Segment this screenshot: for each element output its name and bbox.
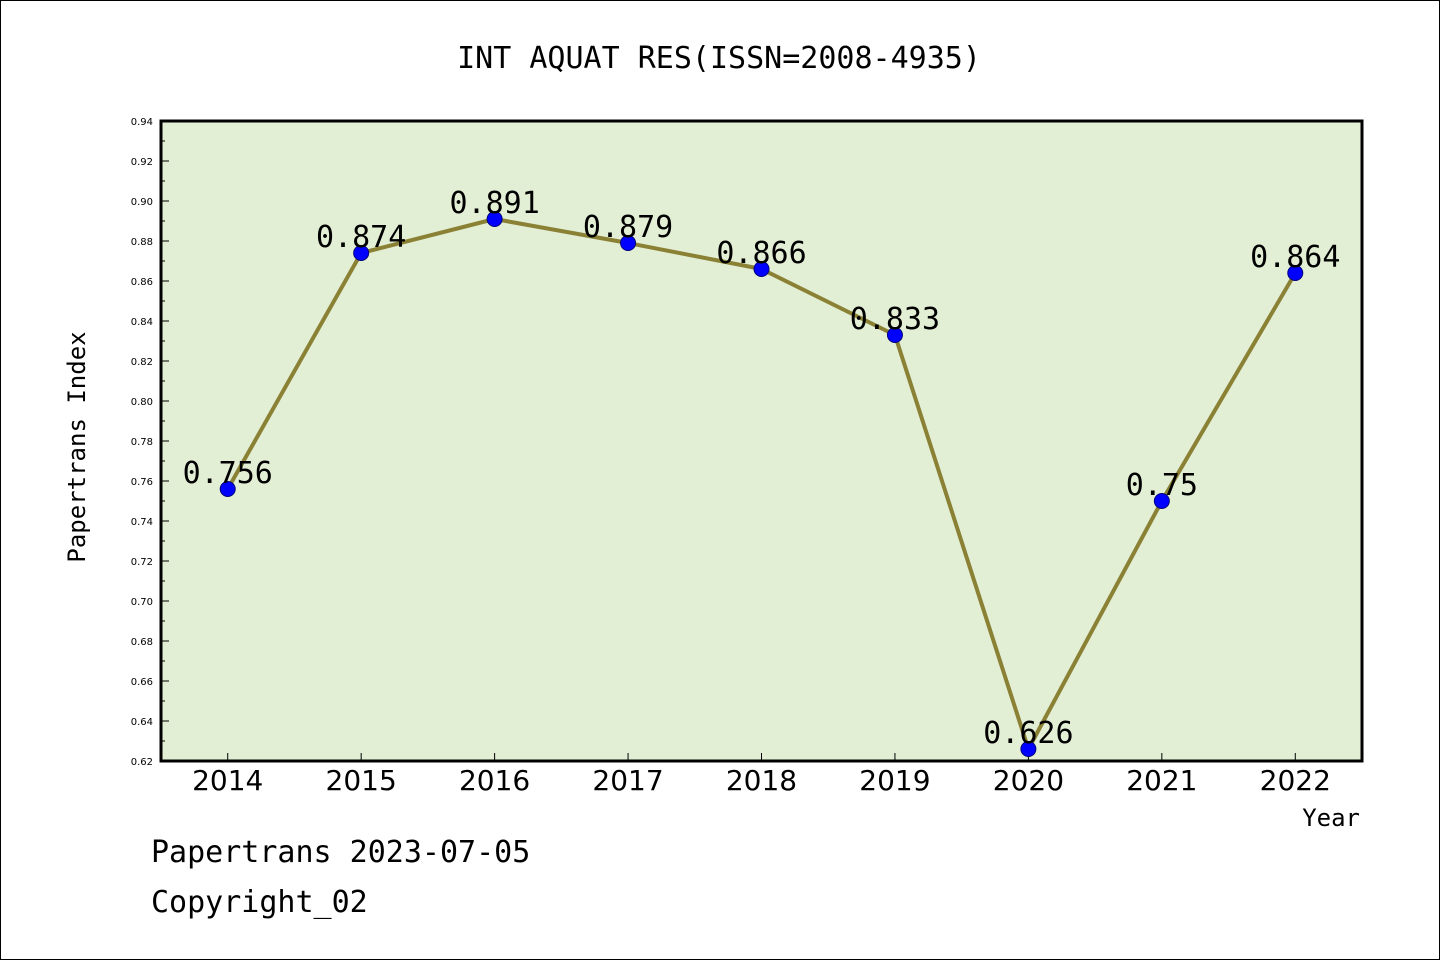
footer-copyright: Copyright_02: [151, 885, 368, 920]
data-label: 0.866: [716, 236, 806, 271]
data-label: 0.75: [1126, 468, 1198, 503]
y-tick-label: 0.90: [131, 197, 153, 208]
data-label: 0.833: [850, 302, 940, 337]
y-axis: 0.62 0.64 0.66 0.68 0.70 0.72 0.74 0.76 0.78 0.80…: [131, 117, 169, 768]
y-tick-label: 0.64: [131, 717, 153, 728]
x-tick-label: 2018: [726, 764, 797, 797]
data-label: 0.756: [183, 456, 273, 491]
data-label: 0.864: [1250, 240, 1340, 275]
x-tick-label: 2014: [192, 764, 263, 797]
data-point: [1020, 741, 1037, 757]
data-point: [886, 327, 903, 343]
data-label: 0.891: [449, 186, 539, 221]
x-tick-label: 2017: [592, 764, 663, 797]
y-tick-label: 0.76: [131, 477, 153, 488]
y-tick-label: 0.94: [131, 117, 153, 128]
y-axis-label: Papertrans Index: [63, 331, 91, 562]
series: 0.756 0.874 0.891 0.879 0.866 0.833 0.626 0.75 0…: [183, 186, 1340, 757]
data-point: [620, 235, 637, 251]
data-point: [1287, 265, 1304, 281]
y-tick-label: 0.92: [131, 157, 153, 168]
x-tick-label: 2015: [326, 764, 397, 797]
x-tick-label: 2020: [993, 764, 1064, 797]
x-axis-label: Year: [1302, 804, 1360, 832]
x-tick-label: 2019: [859, 764, 930, 797]
y-tick-label: 0.84: [131, 317, 153, 328]
data-label: 0.879: [583, 210, 673, 245]
y-tick-label: 0.74: [131, 517, 153, 528]
y-tick-label: 0.82: [131, 357, 153, 368]
data-point: [353, 245, 370, 261]
plot-area: [159, 119, 1364, 763]
chart-title: INT AQUAT RES(ISSN=2008-4935): [457, 41, 981, 76]
y-tick-label: 0.70: [131, 597, 153, 608]
x-axis: 2014 2015 2016 2017 2018 2019 2020 2021 2022: [192, 753, 1331, 797]
y-tick-label: 0.72: [131, 557, 153, 568]
y-tick-label: 0.66: [131, 677, 153, 688]
data-label: 0.874: [316, 220, 406, 255]
y-tick-label: 0.80: [131, 397, 153, 408]
y-tick-label: 0.88: [131, 237, 153, 248]
data-point: [1153, 493, 1170, 509]
x-tick-label: 2022: [1260, 764, 1331, 797]
x-tick-label: 2016: [459, 764, 530, 797]
x-tick-label: 2021: [1126, 764, 1197, 797]
footer-date: Papertrans 2023-07-05: [151, 835, 531, 870]
data-point: [486, 211, 503, 227]
data-point: [753, 261, 770, 277]
y-tick-label: 0.78: [131, 437, 153, 448]
y-tick-label: 0.86: [131, 277, 153, 288]
y-tick-label: 0.62: [131, 757, 153, 768]
data-label: 0.626: [983, 716, 1073, 751]
data-point: [219, 481, 236, 497]
y-tick-label: 0.68: [131, 637, 153, 648]
